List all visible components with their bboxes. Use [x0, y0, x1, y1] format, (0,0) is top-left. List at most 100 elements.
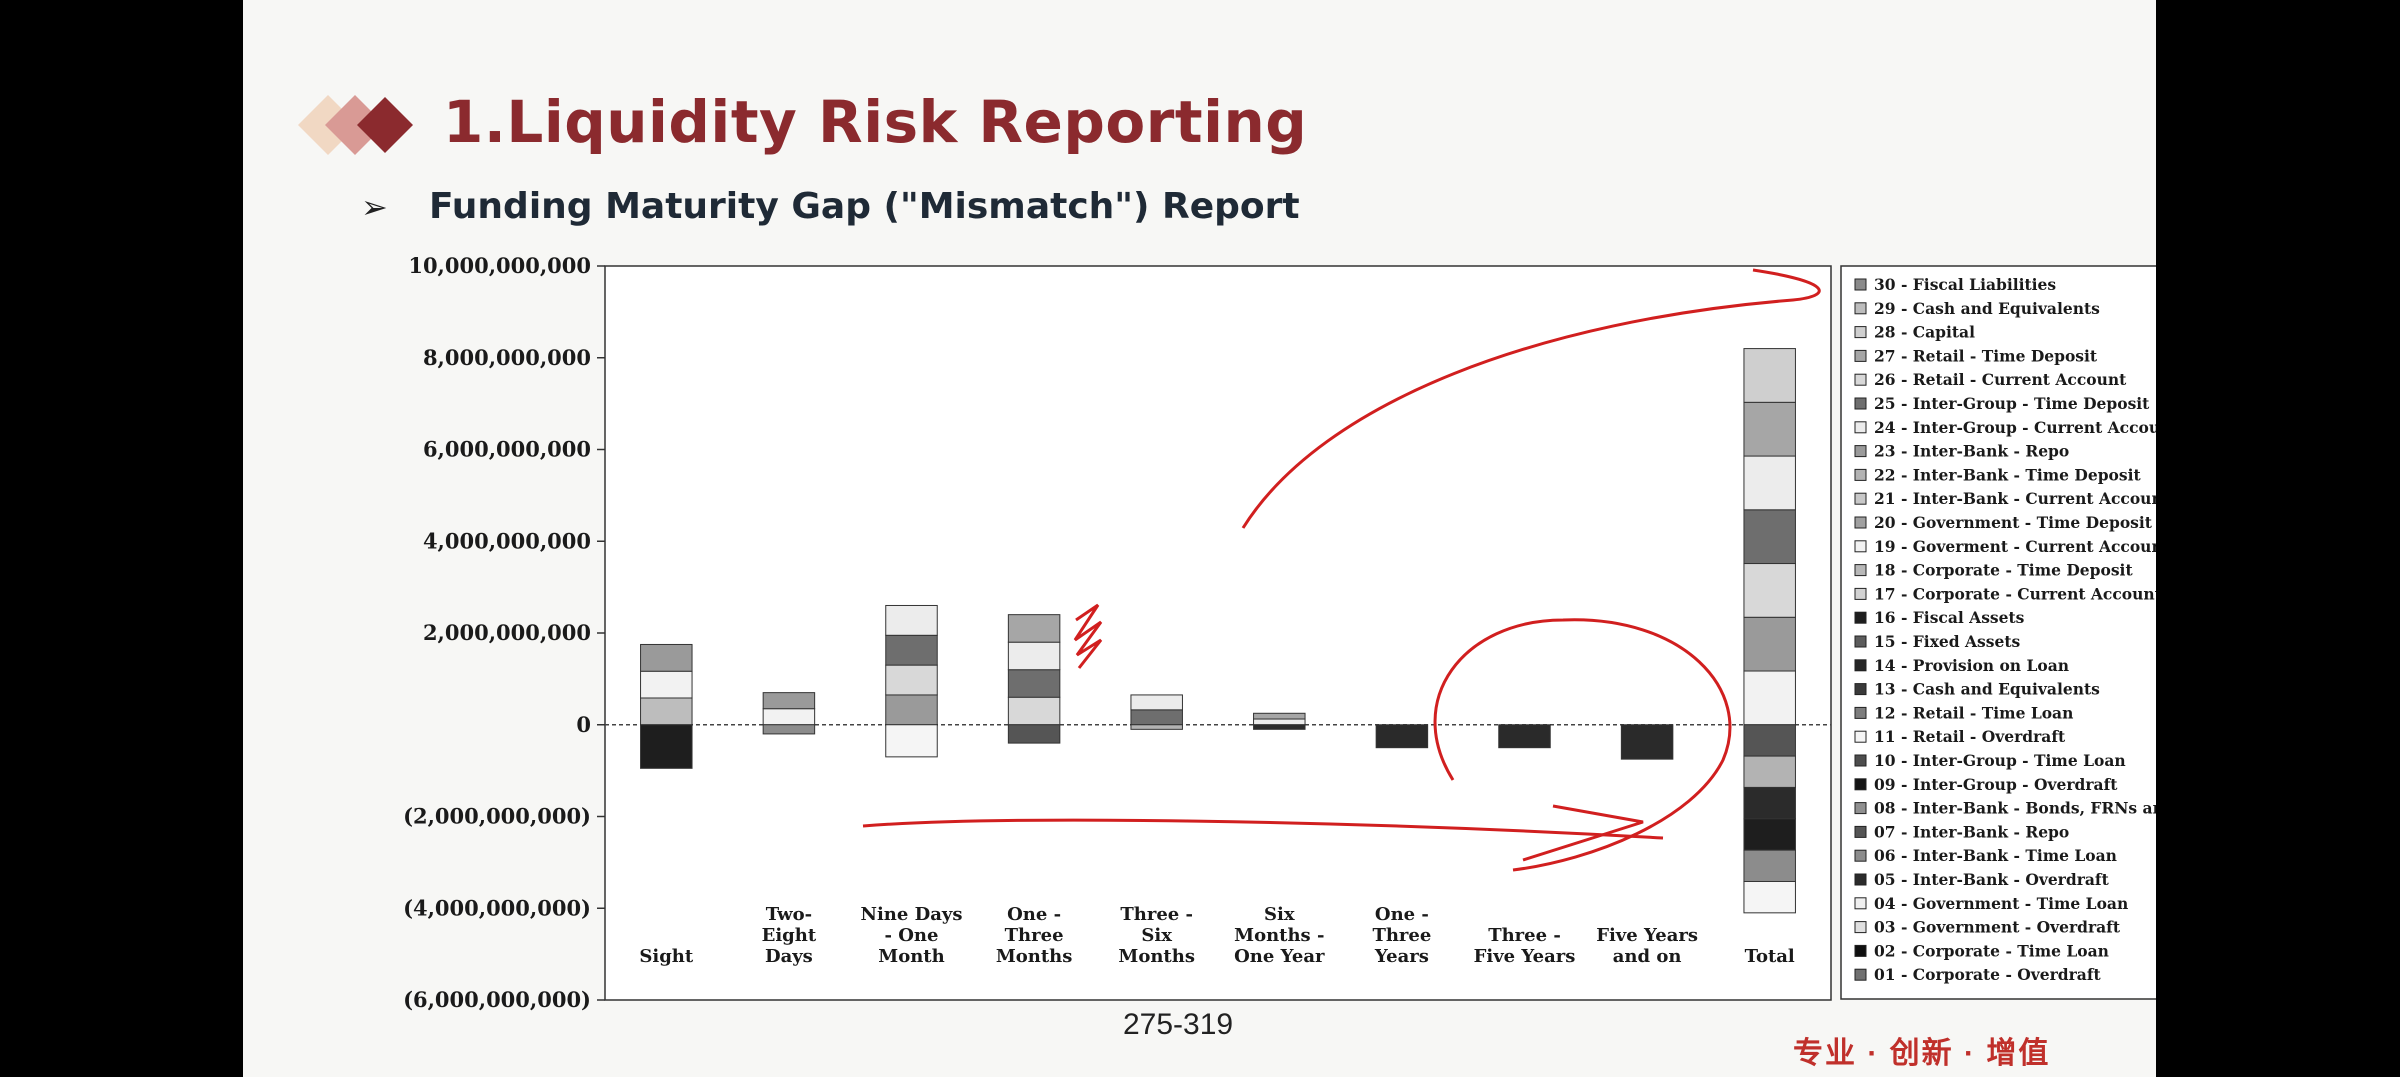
- bar-negative-segment: [1743, 724, 1796, 757]
- legend-entry: 23 - Inter-Bank - Repo: [1874, 442, 2069, 461]
- legend-swatch: [1854, 564, 1867, 577]
- bar-negative-segment: [1620, 724, 1674, 760]
- legend-swatch: [1854, 754, 1867, 767]
- bar-positive-segment: [1743, 616, 1796, 672]
- x-category-label: Three: [1005, 925, 1064, 946]
- slide-subtitle: Funding Maturity Gap ("Mismatch") Report: [429, 186, 1300, 227]
- legend-swatch: [1854, 516, 1867, 529]
- legend-entry: 12 - Retail - Time Loan: [1874, 703, 2073, 722]
- legend-swatch: [1854, 897, 1867, 910]
- legend-swatch: [1854, 373, 1867, 386]
- legend-swatch: [1854, 778, 1867, 791]
- y-tick-label: (6,000,000,000): [403, 987, 591, 1012]
- legend-entry: 03 - Government - Overdraft: [1874, 918, 2121, 937]
- legend-swatch: [1854, 587, 1867, 600]
- page-number: 275-319: [1123, 1008, 1234, 1041]
- legend-entry: 25 - Inter-Group - Time Deposit: [1874, 394, 2150, 413]
- legend-entry: 26 - Retail - Current Account: [1874, 370, 2127, 389]
- legend-entry: 02 - Corporate - Time Loan: [1874, 941, 2109, 960]
- bar-positive-segment: [1130, 694, 1183, 711]
- legend-swatch: [1854, 635, 1867, 648]
- bar-positive-segment: [1743, 563, 1796, 618]
- legend-swatch: [1854, 349, 1867, 362]
- legend-swatch: [1854, 706, 1867, 719]
- logo-diamonds-icon: [298, 95, 413, 155]
- x-category-label: Nine Days: [861, 904, 963, 925]
- legend-swatch: [1854, 421, 1867, 434]
- legend-entry: 09 - Inter-Group - Overdraft: [1874, 775, 2118, 794]
- bar-negative-segment: [1743, 880, 1796, 914]
- x-category-label: Six: [1141, 925, 1172, 946]
- bar-positive-segment: [762, 692, 816, 710]
- legend-entry: 16 - Fiscal Assets: [1874, 608, 2025, 627]
- legend-entry: 29 - Cash and Equivalents: [1874, 299, 2100, 318]
- y-tick-label: 8,000,000,000: [423, 345, 591, 370]
- legend-swatch: [1854, 968, 1867, 981]
- bar-positive-segment: [1007, 696, 1061, 726]
- x-category-label: Three -: [1120, 904, 1193, 925]
- legend-entry: 11 - Retail - Overdraft: [1874, 727, 2066, 746]
- bar-positive-segment: [640, 643, 693, 672]
- bar-positive-segment: [1743, 670, 1796, 726]
- legend-entry: 05 - Inter-Bank - Overdraft: [1874, 870, 2110, 889]
- legend-entry: 10 - Inter-Group - Time Loan: [1874, 751, 2126, 770]
- x-category-label: Three -: [1488, 925, 1561, 946]
- bar-positive-segment: [1007, 669, 1061, 698]
- x-category-label: Five Years: [1474, 946, 1576, 967]
- legend-entry: 17 - Corporate - Current Account: [1874, 584, 2156, 603]
- legend-entry: 30 - Fiscal Liabilities: [1874, 275, 2056, 294]
- legend-swatch: [1854, 730, 1867, 743]
- bar-negative-segment: [885, 724, 938, 758]
- legend-swatch: [1854, 921, 1867, 934]
- legend-swatch: [1854, 326, 1867, 339]
- legend-swatch: [1854, 659, 1867, 672]
- bar-negative-segment: [1375, 724, 1429, 749]
- legend-entry: 21 - Inter-Bank - Current Account: [1874, 489, 2156, 508]
- legend-swatch: [1854, 278, 1867, 291]
- legend-swatch: [1854, 825, 1867, 838]
- bar-positive-segment: [762, 708, 816, 726]
- bar-positive-segment: [885, 694, 938, 726]
- x-category-label: Years: [1374, 946, 1429, 967]
- x-category-label: Five Years: [1596, 925, 1698, 946]
- x-category-label: and on: [1613, 946, 1682, 967]
- legend-swatch: [1854, 397, 1867, 410]
- x-category-label: Two-: [766, 904, 812, 925]
- bar-negative-segment: [1007, 724, 1061, 744]
- legend-swatch: [1854, 849, 1867, 862]
- bar-positive-segment: [885, 604, 938, 636]
- bar-negative-segment: [1743, 818, 1796, 851]
- annotation-circle: [1433, 618, 1732, 872]
- bar-negative-segment: [640, 724, 693, 769]
- bar-positive-segment: [885, 634, 938, 666]
- legend-swatch: [1854, 492, 1867, 505]
- y-tick-label: (2,000,000,000): [403, 804, 591, 829]
- bar-negative-segment: [1743, 786, 1796, 820]
- legend-swatch: [1854, 540, 1867, 553]
- x-category-label: One -: [1007, 904, 1061, 925]
- bar-positive-segment: [1130, 709, 1183, 726]
- y-tick-label: 4,000,000,000: [423, 528, 591, 553]
- bullet-arrow-icon: ➢: [361, 189, 388, 225]
- bar-positive-segment: [885, 664, 938, 696]
- bar-positive-segment: [1007, 614, 1061, 643]
- bar-negative-segment: [1253, 724, 1306, 730]
- x-category-label: Three: [1372, 925, 1431, 946]
- legend-swatch: [1854, 302, 1867, 315]
- legend-entry: 06 - Inter-Bank - Time Loan: [1874, 846, 2117, 865]
- legend-entry: 13 - Cash and Equivalents: [1874, 680, 2100, 699]
- legend-entry: 07 - Inter-Bank - Repo: [1874, 822, 2069, 841]
- bar-negative-segment: [1743, 755, 1796, 788]
- annotation-scribble: [1073, 603, 1103, 669]
- bar-positive-segment: [1253, 718, 1306, 726]
- annotation-arrow-curve: [1241, 268, 1821, 529]
- legend-entry: 01 - Corporate - Overdraft: [1874, 965, 2102, 984]
- legend-swatch: [1854, 611, 1867, 624]
- x-category-label: One Year: [1234, 946, 1325, 967]
- legend-entry: 14 - Provision on Loan: [1874, 656, 2069, 675]
- legend-entry: 18 - Corporate - Time Deposit: [1874, 561, 2133, 580]
- legend-entry: 08 - Inter-Bank - Bonds, FRNs and CDs: [1874, 799, 2156, 818]
- legend-swatch: [1854, 802, 1867, 815]
- bar-positive-segment: [1253, 712, 1306, 720]
- x-category-label: Total: [1745, 946, 1795, 967]
